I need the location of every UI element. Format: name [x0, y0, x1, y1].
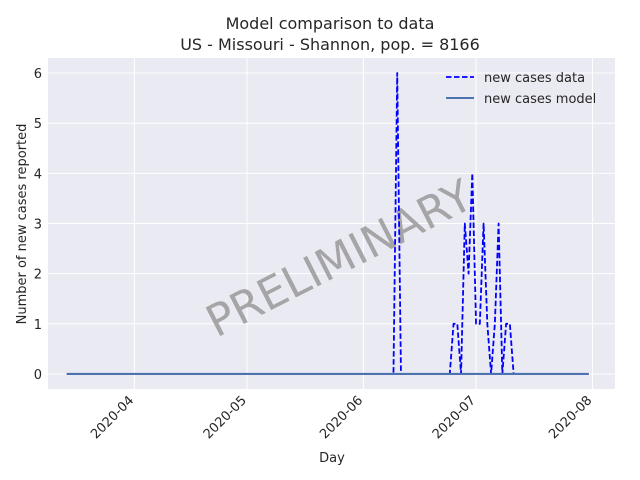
y-tick-label: 5: [34, 117, 42, 132]
legend-label-new-cases-data: new cases data: [484, 71, 585, 86]
chart-title: Model comparison to data: [226, 14, 435, 33]
x-axis-label: Day: [319, 451, 345, 466]
legend-label-new-cases-model: new cases model: [484, 92, 596, 107]
chart-subtitle: US - Missouri - Shannon, pop. = 8166: [180, 35, 480, 54]
y-tick-label: 4: [34, 167, 42, 182]
series-lines: [66, 72, 589, 376]
x-tick-label: 2020-07: [430, 393, 479, 442]
y-axis-label: Number of new cases reported: [15, 124, 30, 325]
y-tick-label: 1: [34, 318, 42, 333]
y-tick-label: 2: [34, 268, 42, 283]
x-tick-label: 2020-06: [317, 393, 366, 442]
y-axis-ticks: 0 1 2 3 4 5 6: [34, 67, 42, 383]
y-tick-label: 3: [34, 218, 42, 233]
x-tick-label: 2020-08: [546, 393, 595, 442]
x-tick-label: 2020-05: [201, 393, 250, 442]
grid: [48, 58, 615, 389]
legend: new cases data new cases model: [446, 71, 596, 107]
y-tick-label: 6: [34, 67, 42, 82]
x-axis-ticks: 2020-04 2020-05 2020-06 2020-07 2020-08: [88, 393, 595, 442]
x-tick-label: 2020-04: [88, 393, 137, 442]
y-tick-label: 0: [34, 368, 42, 383]
